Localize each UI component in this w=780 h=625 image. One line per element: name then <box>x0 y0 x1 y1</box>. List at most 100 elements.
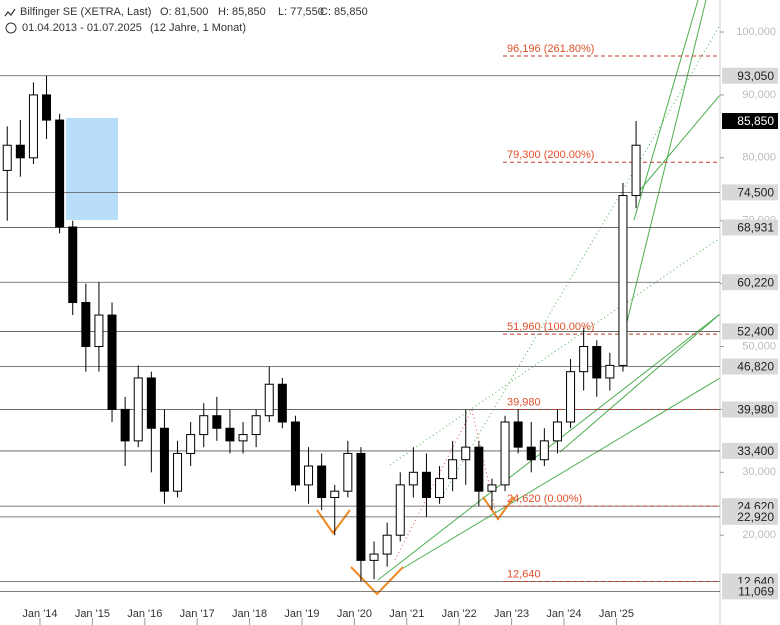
x-tick-label: Jan '21 <box>389 608 424 620</box>
candle-body <box>15 144 25 159</box>
level-label: 33,400 <box>737 444 774 458</box>
candle-body <box>618 195 628 366</box>
candle-body <box>631 144 641 197</box>
quote-low: L: 77,550 <box>278 6 324 18</box>
x-tick-label: Jan '19 <box>284 608 319 620</box>
level-box <box>722 442 778 459</box>
level-box <box>722 219 778 236</box>
candle-body <box>94 314 104 348</box>
quote-close: C: 85,850 <box>320 6 368 18</box>
fib-label: 51,960 (100.00%) <box>507 321 594 333</box>
candle-body <box>28 94 38 159</box>
x-tick-label: Jan '23 <box>494 608 529 620</box>
candle-body <box>251 415 261 436</box>
candle-body <box>500 421 510 486</box>
icon-line <box>4 8 16 17</box>
trendline <box>639 94 721 191</box>
highlight-box <box>66 118 118 220</box>
fib-label: 79,300 (200.00%) <box>507 149 594 161</box>
candle-body <box>421 471 431 498</box>
v-marker <box>350 566 404 596</box>
y-tick-label: 30,000 <box>742 466 776 478</box>
candle-body <box>212 415 222 429</box>
fib-label: 24,620 (0.00%) <box>507 493 582 505</box>
candle-body <box>238 434 248 442</box>
candle-body <box>304 465 314 486</box>
level-label: 60,220 <box>737 275 774 289</box>
header: Bilfinger SE (XETRA, Last) O: 81,500 H: … <box>4 6 368 34</box>
candle-body <box>107 314 117 410</box>
x-tick-label: Jan '18 <box>232 608 267 620</box>
candle-body <box>552 421 562 442</box>
x-tick-label: Jan '22 <box>442 608 477 620</box>
level-label: 46,820 <box>737 360 774 374</box>
candle-body <box>513 421 523 448</box>
y-tick-label: 20,000 <box>742 529 776 541</box>
candle-body <box>68 226 78 303</box>
candle-body <box>592 346 602 379</box>
level-box <box>722 184 778 201</box>
candle-body <box>539 440 549 461</box>
candle-body <box>330 490 340 498</box>
chart-title: Bilfinger SE (XETRA, Last) <box>20 6 151 18</box>
v-marker <box>316 509 351 535</box>
x-tick-label: Jan '24 <box>546 608 581 620</box>
candles-layer <box>2 75 641 582</box>
trendlines <box>377 0 721 581</box>
level-label: 52,400 <box>737 325 774 339</box>
clock-icon <box>5 22 17 34</box>
level-box <box>722 323 778 340</box>
x-tick-label: Jan '15 <box>75 608 110 620</box>
candle-body <box>461 446 471 461</box>
candle-body <box>369 553 379 561</box>
candle-body <box>225 427 235 442</box>
y-tick-label: 80,000 <box>742 152 776 164</box>
fib-base <box>471 409 498 519</box>
candle-body <box>55 119 65 228</box>
level-label: 22,920 <box>737 510 774 524</box>
candle-body <box>487 484 497 492</box>
v-marker <box>482 496 515 521</box>
fib-label: 39,980 <box>507 396 541 408</box>
quote-open: O: 81,500 <box>160 6 208 18</box>
trendline <box>559 313 721 453</box>
candle-body <box>264 383 274 417</box>
y-tick-label: 100,000 <box>736 26 776 38</box>
candle-body <box>81 301 91 348</box>
candle-body <box>173 452 183 492</box>
candle-body <box>382 534 392 555</box>
x-tick-label: Jan '25 <box>599 608 634 620</box>
x-tick-label: Jan '17 <box>180 608 215 620</box>
candle-body <box>317 465 327 498</box>
candle-body <box>277 383 287 423</box>
candle-body <box>395 484 405 536</box>
level-label: 93,050 <box>737 69 774 83</box>
candle-body <box>186 434 196 454</box>
candle-body <box>42 94 52 121</box>
level-box <box>722 401 778 418</box>
trendline <box>633 0 699 221</box>
level-box <box>722 113 778 130</box>
fib-label: 96,196 (261.80%) <box>507 43 594 55</box>
x-tick-label: Jan '14 <box>22 608 57 620</box>
trendline <box>624 0 707 331</box>
labels-layer: 20,00030,00040,00050,00060,00070,00080,0… <box>22 26 778 620</box>
candle-body <box>2 144 12 171</box>
period: (12 Jahre, 1 Monat) <box>150 22 246 34</box>
chart-icon <box>4 8 16 17</box>
candle-body <box>343 452 353 492</box>
level-label: 68,931 <box>737 221 774 235</box>
level-box <box>722 274 778 291</box>
candle-body <box>199 415 209 436</box>
level-box <box>722 358 778 375</box>
candle-body <box>159 427 169 492</box>
x-tick-label: Jan '20 <box>337 608 372 620</box>
y-tick-label: 50,000 <box>742 340 776 352</box>
quote-high: H: 85,850 <box>218 6 266 18</box>
date-range: 01.04.2013 - 01.07.2025 <box>22 22 142 34</box>
level-box <box>722 67 778 84</box>
candle-body <box>133 377 143 442</box>
candle-body <box>526 446 536 461</box>
candle-body <box>356 452 366 561</box>
